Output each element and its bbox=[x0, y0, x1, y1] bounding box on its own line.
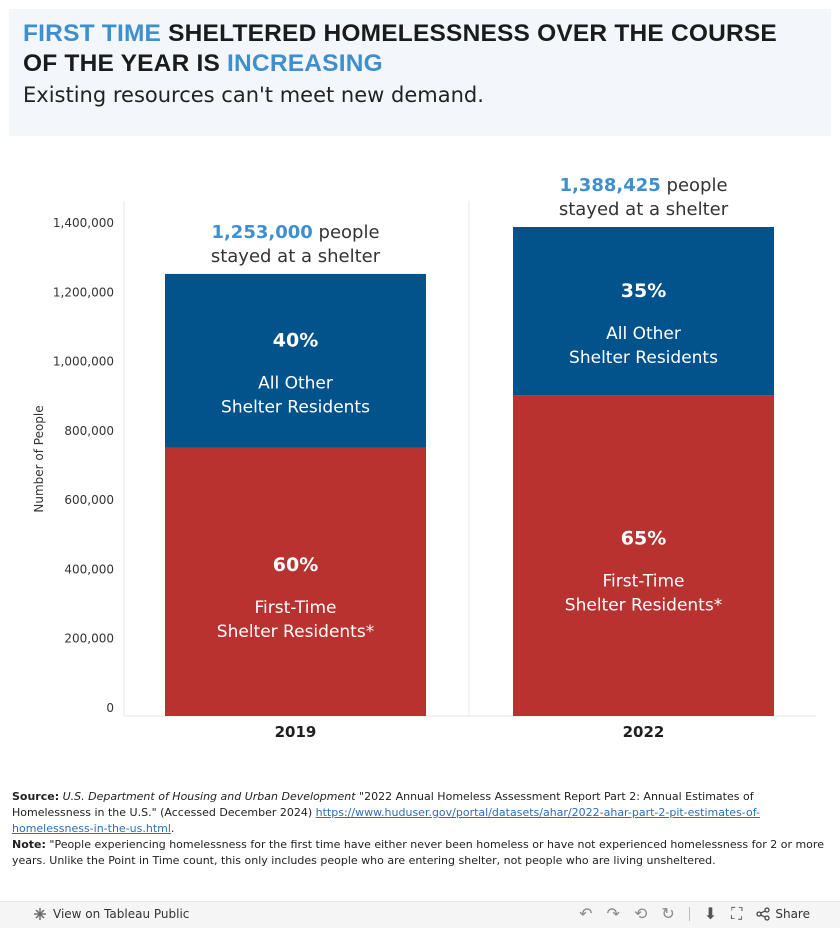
y-tick-label: 600,000 bbox=[64, 493, 114, 507]
fullscreen-icon[interactable]: ⛶ bbox=[731, 904, 743, 923]
x-tick-label-2022: 2022 bbox=[623, 723, 665, 741]
view-on-tableau-label: View on Tableau Public bbox=[53, 907, 190, 921]
redo-icon[interactable]: ↷ bbox=[606, 904, 620, 923]
source-note: Source: U.S. Department of Housing and U… bbox=[12, 789, 828, 837]
revert-icon[interactable]: ⟲ bbox=[633, 904, 648, 923]
bar-all-other-2022 bbox=[513, 227, 774, 396]
source-text: "2022 Annual Homeless Assessment Report … bbox=[12, 790, 754, 819]
download-icon[interactable]: ⬇ bbox=[703, 904, 718, 923]
title-middle: SHELTERED HOMELESSNESS OVER THE COURSE O… bbox=[23, 20, 777, 77]
segment-label-all-other-line1-2019: All Other bbox=[258, 374, 333, 394]
refresh-icon[interactable]: ↻ bbox=[661, 904, 675, 923]
title-highlight-increasing: INCREASING bbox=[227, 50, 383, 77]
segment-label-first-time-line1-2022: First-Time bbox=[603, 572, 685, 592]
note-text: "People experiencing homelessness for th… bbox=[12, 838, 824, 867]
source-label: Source: bbox=[12, 790, 60, 803]
pct-label-first-time-2019: 60% bbox=[273, 554, 318, 576]
footnote: Note: "People experiencing homelessness … bbox=[12, 837, 828, 869]
notes: Source: U.S. Department of Housing and U… bbox=[12, 789, 828, 869]
segment-label-all-other-line2-2022: Shelter Residents bbox=[569, 348, 718, 368]
toolbar-actions: ↶ ↷ ⟲ ↻ ⬇ ⛶ Share bbox=[579, 905, 810, 923]
total-unit-2019: people bbox=[313, 222, 380, 243]
segment-label-first-time-line2-2022: Shelter Residents* bbox=[565, 596, 722, 616]
toolbar-divider bbox=[688, 907, 690, 921]
page-title: FIRST TIME SHELTERED HOMELESSNESS OVER T… bbox=[23, 19, 817, 79]
total-label-2022: 1,388,425 people bbox=[559, 175, 727, 196]
tableau-toolbar: View on Tableau Public ↶ ↷ ⟲ ↻ ⬇ ⛶ Share bbox=[0, 901, 840, 928]
pct-label-first-time-2022: 65% bbox=[621, 528, 666, 550]
y-tick-label: 200,000 bbox=[64, 632, 114, 646]
pct-label-all-other-2022: 35% bbox=[621, 280, 666, 302]
note-label: Note: bbox=[12, 838, 46, 851]
total-unit-2022: people bbox=[661, 175, 728, 196]
total-line2-2019: stayed at a shelter bbox=[211, 246, 381, 267]
segment-label-first-time-line1-2019: First-Time bbox=[255, 598, 337, 618]
bar-first-time-2019 bbox=[165, 447, 426, 716]
source-end: . bbox=[170, 822, 175, 835]
title-highlight-first-time: FIRST TIME bbox=[23, 20, 162, 47]
y-tick-label: 1,200,000 bbox=[53, 285, 114, 299]
segment-label-all-other-line2-2019: Shelter Residents bbox=[221, 398, 370, 418]
y-tick-label: 400,000 bbox=[64, 562, 114, 576]
y-axis-title: Number of People bbox=[32, 405, 46, 512]
header: FIRST TIME SHELTERED HOMELESSNESS OVER T… bbox=[9, 9, 831, 136]
stacked-bar-chart: 0 200,000 400,000 600,000 800,000 1,000,000 1,… bbox=[32, 175, 816, 741]
total-line2-2022: stayed at a shelter bbox=[559, 199, 729, 220]
segment-label-first-time-line2-2019: Shelter Residents* bbox=[217, 622, 374, 642]
y-tick-label: 1,000,000 bbox=[53, 355, 114, 369]
share-icon bbox=[756, 907, 771, 921]
page-subtitle: Existing resources can't meet new demand… bbox=[23, 83, 484, 107]
x-tick-label-2019: 2019 bbox=[275, 723, 317, 741]
total-label-2019: 1,253,000 people bbox=[211, 222, 379, 243]
share-label: Share bbox=[775, 907, 810, 921]
y-tick-label: 1,400,000 bbox=[53, 216, 114, 230]
undo-icon[interactable]: ↶ bbox=[579, 904, 593, 923]
source-org: U.S. Department of Housing and Urban Dev… bbox=[62, 790, 356, 803]
pct-label-all-other-2019: 40% bbox=[273, 330, 318, 352]
total-value-2019: 1,253,000 bbox=[211, 222, 312, 243]
total-value-2022: 1,388,425 bbox=[559, 175, 660, 196]
bar-first-time-2022 bbox=[513, 395, 774, 716]
tableau-icon bbox=[34, 908, 46, 920]
y-tick-label: 800,000 bbox=[64, 424, 114, 438]
view-on-tableau-link[interactable]: View on Tableau Public bbox=[33, 907, 189, 921]
bar-all-other-2019 bbox=[165, 273, 426, 448]
source-link[interactable]: https://www.huduser.gov/portal/datasets/… bbox=[12, 806, 760, 835]
share-button[interactable]: Share bbox=[756, 907, 810, 921]
y-tick-label: 0 bbox=[106, 701, 114, 715]
segment-label-all-other-line1-2022: All Other bbox=[606, 324, 681, 344]
